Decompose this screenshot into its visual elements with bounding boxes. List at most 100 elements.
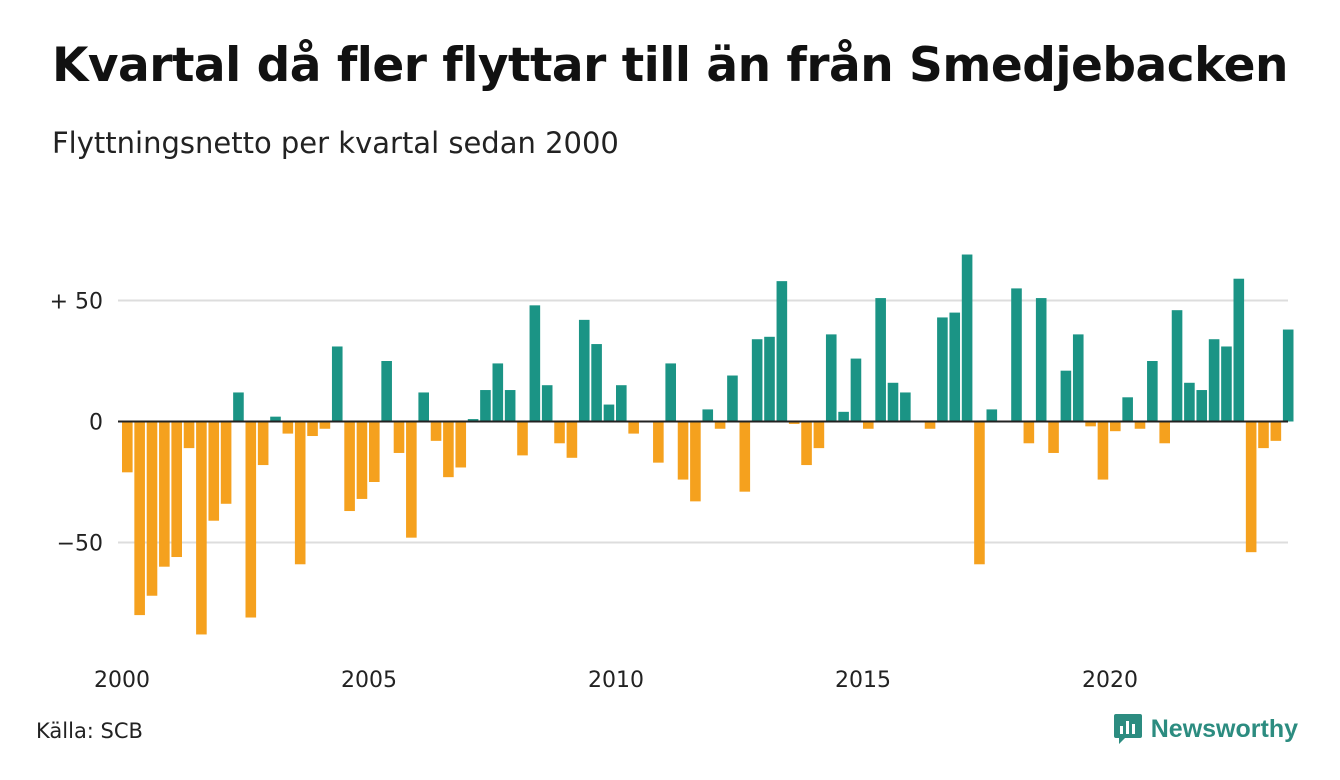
bar <box>1035 298 1047 422</box>
bar <box>1184 382 1195 422</box>
bar <box>825 334 837 422</box>
bar <box>986 409 998 422</box>
bar <box>1072 334 1084 422</box>
bar <box>171 421 182 558</box>
bar <box>788 421 800 424</box>
bar <box>776 281 788 422</box>
brand-name: Newsworthy <box>1150 714 1298 743</box>
bar <box>480 390 491 422</box>
bar <box>430 421 442 441</box>
bar <box>1110 421 1121 432</box>
bar <box>146 421 158 596</box>
bar <box>937 317 948 422</box>
bar <box>220 421 232 504</box>
bar <box>887 382 899 422</box>
bar <box>443 421 454 478</box>
bar <box>677 421 689 480</box>
bar <box>850 358 862 422</box>
bar <box>949 312 961 422</box>
bar <box>344 421 355 512</box>
bar <box>690 421 701 502</box>
bar <box>1060 370 1072 422</box>
x-tick-label: 2010 <box>588 668 644 693</box>
bar <box>961 254 973 422</box>
bar <box>541 385 553 422</box>
grid-lines <box>118 299 1288 544</box>
bar <box>1282 329 1294 422</box>
brand-logo: Newsworthy <box>1113 712 1298 746</box>
bar <box>1097 421 1109 480</box>
bar <box>1122 397 1133 422</box>
bar <box>1011 288 1022 422</box>
y-tick-label: + 50 <box>50 290 103 315</box>
bar <box>381 361 392 422</box>
bar <box>1171 310 1183 422</box>
chart-title: Kvartal då fler flyttar till än från Sme… <box>52 38 1288 93</box>
bar <box>1221 346 1232 422</box>
bar <box>159 421 170 567</box>
bar <box>492 363 504 422</box>
bar <box>1233 278 1245 422</box>
y-tick-label: −50 <box>57 532 103 557</box>
bar <box>1258 421 1269 449</box>
bar <box>208 421 220 521</box>
bar <box>653 421 664 463</box>
bar <box>1196 390 1208 422</box>
bar <box>183 421 195 449</box>
chart-subtitle: Flyttningsnetto per kvartal sedan 2000 <box>52 126 619 160</box>
bar <box>529 305 541 422</box>
bar <box>467 419 479 422</box>
bar <box>764 336 775 422</box>
bar <box>1023 421 1035 444</box>
bar <box>863 421 874 429</box>
bar <box>727 375 738 422</box>
bar <box>1270 421 1282 441</box>
bar <box>319 421 331 429</box>
bar <box>257 421 269 466</box>
x-tick-labels: 2000 2005 2010 2015 2020 <box>94 668 1138 693</box>
bar <box>751 339 763 422</box>
bar <box>591 344 602 422</box>
bar <box>294 421 306 565</box>
bar <box>369 421 380 482</box>
bar <box>393 421 405 453</box>
y-tick-labels: + 50 0 −50 <box>50 290 103 557</box>
bar <box>517 421 528 456</box>
newsworthy-logo-icon <box>1113 714 1142 744</box>
bar <box>1048 421 1059 453</box>
bar <box>578 319 590 422</box>
bar <box>739 421 751 492</box>
bar <box>270 416 281 422</box>
bar <box>702 409 714 422</box>
bar <box>307 421 318 437</box>
bar <box>665 363 676 422</box>
bar <box>554 421 565 444</box>
bar <box>406 421 417 538</box>
bar <box>356 421 368 499</box>
x-tick-label: 2000 <box>94 668 150 693</box>
bar <box>974 421 985 565</box>
bar <box>714 421 726 429</box>
bar <box>924 421 936 429</box>
bar <box>838 411 849 422</box>
x-tick-label: 2005 <box>341 668 397 693</box>
bar <box>875 298 886 422</box>
bar <box>418 392 429 422</box>
bar <box>1134 421 1146 429</box>
bar <box>122 421 133 473</box>
bar <box>628 421 639 434</box>
bar <box>233 392 244 422</box>
bar <box>245 421 257 618</box>
bar <box>616 385 627 422</box>
bar <box>900 392 911 422</box>
bar <box>813 421 825 449</box>
bars <box>122 254 1294 635</box>
bar <box>331 346 343 422</box>
bar <box>134 421 145 616</box>
bar <box>455 421 467 468</box>
y-tick-label: 0 <box>89 411 103 436</box>
x-tick-label: 2020 <box>1082 668 1138 693</box>
bar <box>1245 421 1257 553</box>
bar <box>1159 421 1170 444</box>
